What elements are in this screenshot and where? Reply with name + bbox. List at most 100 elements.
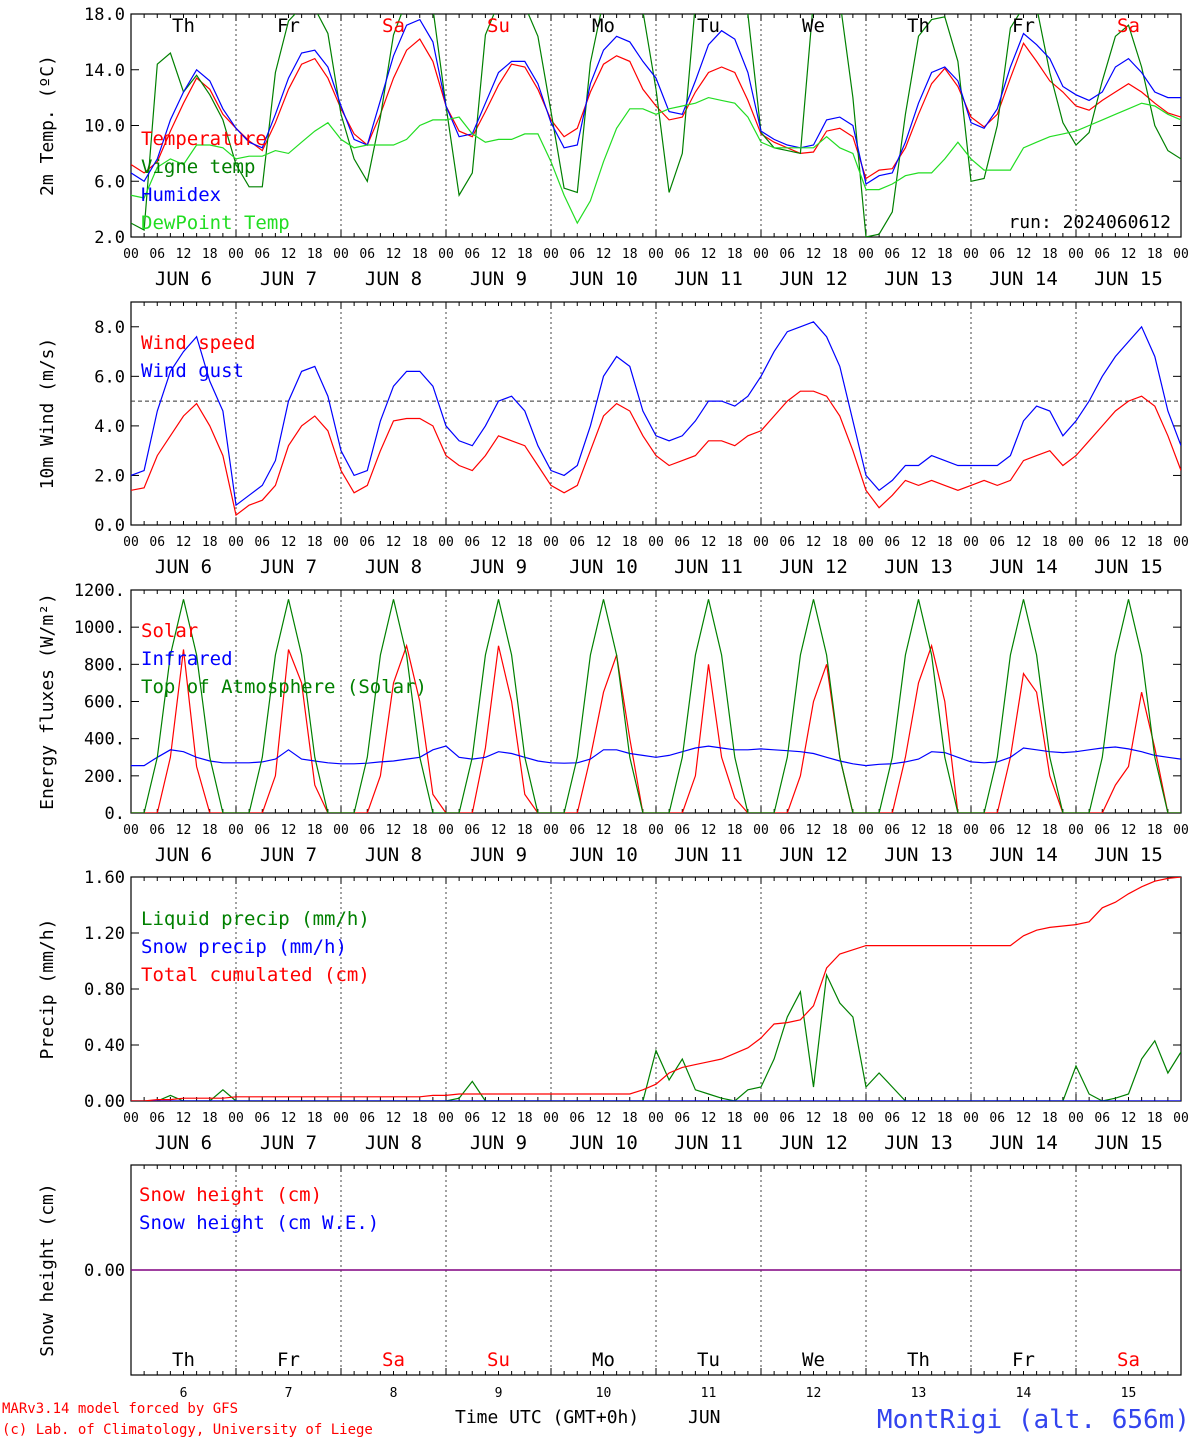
y-axis-title: 2m Temp. (ºC): [37, 55, 58, 196]
hour-tick-label: 18: [1042, 823, 1058, 838]
weekday-label: Tu: [697, 1349, 720, 1371]
hour-tick-label: 18: [412, 823, 428, 838]
date-label: JUN 6: [155, 844, 212, 866]
weekday-label: Fr: [1012, 15, 1035, 37]
y-tick-label: 1.60: [84, 868, 125, 888]
hour-tick-label: 18: [1042, 1111, 1058, 1126]
hour-tick-label: 00: [1068, 1111, 1084, 1126]
series-group: [131, 321, 1181, 517]
hour-tick-label: 12: [596, 823, 612, 838]
date-label: JUN 14: [989, 844, 1058, 866]
series-line-total-cumulated-cm: [131, 877, 1181, 1101]
lab-credit-line: (c) Lab. of Climatology, University of L…: [2, 1422, 373, 1438]
y-tick-label: 14.0: [84, 61, 125, 81]
hour-tick-label: 18: [832, 247, 848, 262]
hour-tick-label: 18: [622, 1111, 638, 1126]
date-label: JUN 11: [674, 844, 743, 866]
date-label: JUN 7: [260, 844, 317, 866]
y-axis-title: Energy fluxes (W/m²): [37, 593, 58, 810]
hour-tick-label: 00: [438, 1111, 454, 1126]
hour-tick-label: 12: [806, 823, 822, 838]
hour-tick-label: 06: [884, 1111, 900, 1126]
series-line-humidex: [131, 18, 1181, 185]
hour-tick-label: 06: [359, 247, 375, 262]
y-tick-label: 6.0: [94, 367, 125, 387]
hour-tick-label: 00: [543, 823, 559, 838]
date-label: JUN 15: [1094, 1132, 1163, 1154]
series-line-liquid-precip-mm-h: [131, 972, 1181, 1101]
hour-tick-label: 18: [832, 823, 848, 838]
y-axis-title: Precip (mm/h): [37, 919, 58, 1060]
hour-tick-label: 18: [832, 1111, 848, 1126]
hour-tick-label: 06: [464, 1111, 480, 1126]
legend-entry: Humidex: [141, 184, 221, 206]
weekday-label: We: [802, 15, 825, 37]
weekday-label: Su: [487, 1349, 510, 1371]
y-tick-label: 1.20: [84, 924, 125, 944]
hour-tick-label: 00: [1068, 247, 1084, 262]
series-group: [131, 877, 1181, 1101]
y-tick-label: 400.: [84, 730, 125, 750]
hour-tick-label: 06: [1094, 823, 1110, 838]
legend-entry: Snow height (cm W.E.): [139, 1212, 379, 1234]
hour-tick-label: 12: [491, 535, 507, 550]
hour-tick-label: 06: [464, 247, 480, 262]
hour-tick-label: 06: [254, 1111, 270, 1126]
hour-tick-label: 06: [359, 823, 375, 838]
date-label: JUN 15: [1094, 268, 1163, 290]
date-label: 10: [596, 1386, 612, 1401]
hour-tick-label: 12: [701, 247, 717, 262]
hour-tick-label: 12: [281, 247, 297, 262]
hour-tick-label: 06: [254, 535, 270, 550]
weekday-label: Sa: [1117, 1349, 1140, 1371]
y-tick-label: 1200.: [74, 581, 125, 601]
date-label: JUN 14: [989, 268, 1058, 290]
hour-tick-label: 00: [333, 247, 349, 262]
hour-tick-label: 18: [1042, 247, 1058, 262]
hour-tick-label: 12: [911, 247, 927, 262]
date-label: JUN 10: [569, 844, 638, 866]
model-credit-line: MARv3.14 model forced by GFS: [2, 1401, 238, 1417]
date-label: JUN 11: [674, 556, 743, 578]
hour-tick-label: 18: [727, 535, 743, 550]
weekday-label: Th: [172, 1349, 195, 1371]
hour-tick-label: 00: [648, 1111, 664, 1126]
hour-tick-label: 00: [963, 823, 979, 838]
hour-tick-label: 06: [359, 535, 375, 550]
hour-tick-label: 06: [149, 1111, 165, 1126]
hour-tick-label: 06: [149, 823, 165, 838]
date-label: 12: [806, 1386, 822, 1401]
hour-tick-label: 12: [176, 823, 192, 838]
series-line-top-of-atmosphere-solar: [131, 599, 1181, 813]
hour-tick-label: 12: [1121, 247, 1137, 262]
hour-tick-label: 12: [386, 247, 402, 262]
y-tick-label: 0.0: [94, 516, 125, 536]
hour-tick-label: 00: [123, 535, 139, 550]
weekday-label: We: [802, 1349, 825, 1371]
y-tick-label: 2.0: [94, 466, 125, 486]
hour-tick-label: 00: [123, 1111, 139, 1126]
hour-tick-label: 18: [1147, 1111, 1163, 1126]
hour-tick-label: 12: [281, 823, 297, 838]
date-label: JUN 12: [779, 556, 848, 578]
hour-tick-label: 06: [674, 1111, 690, 1126]
hour-tick-label: 06: [779, 247, 795, 262]
hour-tick-label: 00: [1173, 247, 1189, 262]
legend-entry: Snow height (cm): [139, 1184, 322, 1206]
panel-5: 0.00 Snow height (cm) Snow height (cm) Snow…: [37, 1164, 1182, 1401]
date-label: JUN 15: [1094, 556, 1163, 578]
legend-entry: Snow precip (mm/h): [141, 936, 347, 958]
hour-tick-label: 18: [727, 247, 743, 262]
hour-tick-label: 18: [202, 1111, 218, 1126]
weekday-label: Sa: [1117, 15, 1140, 37]
panel-2: 0.0 2.0 4.0 6.0 8.0 10m Wind (m/s) Wind speed W…: [37, 301, 1189, 578]
date-label: JUN 12: [779, 1132, 848, 1154]
date-label: 7: [285, 1386, 293, 1401]
hour-tick-label: 06: [359, 1111, 375, 1126]
hour-tick-label: 06: [884, 247, 900, 262]
hour-tick-label: 06: [989, 535, 1005, 550]
hour-tick-label: 06: [779, 823, 795, 838]
date-label: JUN 6: [155, 556, 212, 578]
date-label: JUN 11: [674, 268, 743, 290]
hour-tick-label: 00: [1068, 823, 1084, 838]
